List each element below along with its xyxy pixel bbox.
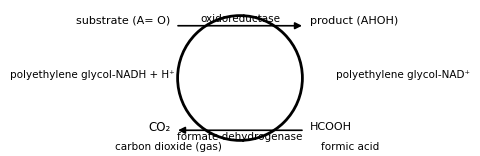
Text: carbon dioxide (gas): carbon dioxide (gas) xyxy=(115,142,221,152)
Text: HCOOH: HCOOH xyxy=(310,122,351,132)
Text: oxidoreductase: oxidoreductase xyxy=(200,15,280,24)
Text: polyethylene glycol-NADH + H⁺: polyethylene glycol-NADH + H⁺ xyxy=(10,70,174,80)
Text: formate dehydrogenase: formate dehydrogenase xyxy=(177,132,303,141)
Text: CO₂: CO₂ xyxy=(148,121,170,134)
Text: polyethylene glycol-NAD⁺: polyethylene glycol-NAD⁺ xyxy=(336,70,470,80)
Text: product (AHOH): product (AHOH) xyxy=(310,16,398,26)
Text: formic acid: formic acid xyxy=(321,142,380,152)
Text: substrate (A= O): substrate (A= O) xyxy=(76,16,170,26)
